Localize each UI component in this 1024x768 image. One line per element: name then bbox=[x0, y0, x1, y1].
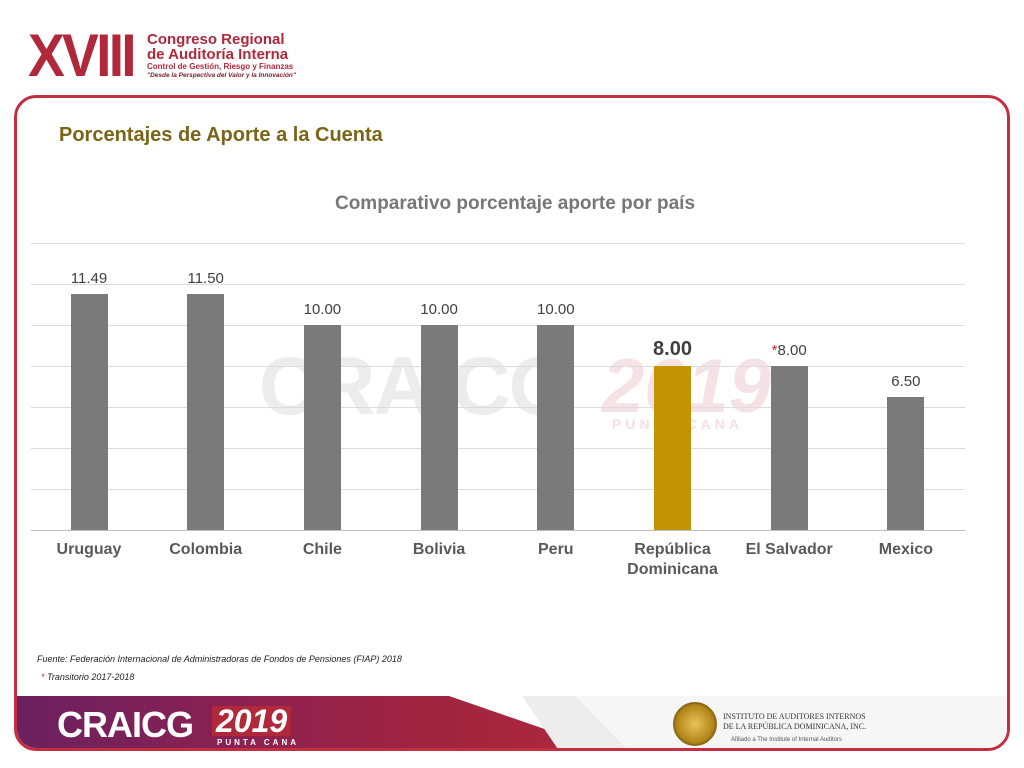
congress-slogan: "Desde la Perspectiva del Valor y la Inn… bbox=[147, 72, 296, 79]
data-label-value: 11.49 bbox=[70, 270, 108, 288]
footnote-text: Transitorio 2017-2018 bbox=[47, 672, 135, 682]
gridline bbox=[31, 325, 965, 326]
transitorio-footnote: * Transitorio 2017-2018 bbox=[41, 672, 134, 682]
iaidr-name-line1: INSTITUTO DE AUDITORES INTERNOS bbox=[723, 712, 866, 721]
gridline bbox=[31, 448, 965, 449]
gridline bbox=[31, 284, 965, 285]
data-label-value: 8.00 bbox=[777, 342, 807, 359]
category-label: República Dominicana bbox=[627, 541, 718, 578]
transitorio-asterisk: * bbox=[771, 342, 778, 359]
data-label-value: 10.00 bbox=[537, 301, 575, 318]
category-label: Colombia bbox=[169, 541, 243, 558]
data-label-value: 10.00 bbox=[303, 301, 342, 318]
footer-band-right-inner bbox=[575, 696, 1007, 748]
category-label: Mexico bbox=[878, 541, 934, 558]
iaidr-seal-icon bbox=[673, 702, 717, 746]
iaidr-affiliation: Afiliado a The Institute of Internal Aud… bbox=[731, 737, 842, 743]
x-axis-line bbox=[31, 530, 965, 531]
data-label-value: 8.00 bbox=[653, 338, 692, 360]
slide-card: Porcentajes de Aporte a la Cuenta CRAICG… bbox=[14, 95, 1010, 751]
bar-mexico bbox=[887, 396, 925, 530]
category-label: Uruguay bbox=[56, 541, 122, 558]
data-label-value: 10.00 bbox=[420, 301, 458, 318]
data-label-value: 6.50 bbox=[891, 372, 921, 390]
bar-peru bbox=[537, 325, 575, 530]
data-label: *8.00 bbox=[734, 342, 844, 359]
category-label: Peru bbox=[538, 541, 574, 558]
congress-title: Congreso Regional de Auditoría Interna C… bbox=[147, 32, 296, 80]
congress-number: XVIII bbox=[28, 22, 137, 89]
gridline bbox=[31, 243, 965, 244]
craicg-logo: CRAICG bbox=[57, 704, 194, 745]
data-label: 6.50 bbox=[851, 373, 961, 390]
data-label: 11.49 bbox=[34, 270, 144, 287]
bar-república-dominicana bbox=[654, 366, 691, 530]
source-footnote: Fuente: Federación Internacional de Admi… bbox=[37, 654, 402, 664]
chart-title: Comparativo porcentaje aporte por país bbox=[334, 193, 696, 214]
gridline bbox=[31, 407, 965, 408]
data-label: 10.00 bbox=[501, 301, 611, 318]
bar-bolivia bbox=[420, 325, 458, 530]
congress-title-line1: Congreso Regional bbox=[147, 31, 285, 48]
data-label-value: 11.50 bbox=[187, 270, 224, 288]
data-label: 8.00 bbox=[618, 338, 728, 361]
data-label: 10.00 bbox=[267, 301, 377, 318]
congress-title-line2: de Auditoría Interna bbox=[147, 46, 289, 63]
bar-colombia bbox=[187, 294, 225, 530]
data-label: 10.00 bbox=[384, 301, 494, 318]
slide-title: Porcentajes de Aporte a la Cuenta bbox=[59, 124, 383, 146]
bar-el-salvador bbox=[770, 366, 808, 530]
congress-subtitle: Control de Gestión, Riesgo y Finanzas bbox=[147, 62, 294, 71]
iaidr-name-line2: DE LA REPÚBLICA DOMINICANA, INC. bbox=[723, 722, 867, 731]
craicg-logo-subtitle: PUNTA CANA bbox=[217, 738, 299, 747]
bar-chart: 11.49 Uruguay 11.50 Colombia 10.00 Chile 10.00… bbox=[17, 98, 1007, 748]
category-label: Chile bbox=[302, 541, 342, 558]
category-label: El Salvador bbox=[745, 541, 833, 558]
bar-uruguay bbox=[70, 294, 108, 530]
category-label: Bolivia bbox=[412, 541, 466, 558]
data-label: 11.50 bbox=[151, 270, 261, 287]
gridline bbox=[31, 366, 965, 367]
bar-chile bbox=[303, 325, 341, 530]
craicg-logo-year: 2019 bbox=[212, 705, 292, 737]
gridline bbox=[31, 489, 965, 490]
footnote-asterisk: * bbox=[41, 672, 45, 682]
